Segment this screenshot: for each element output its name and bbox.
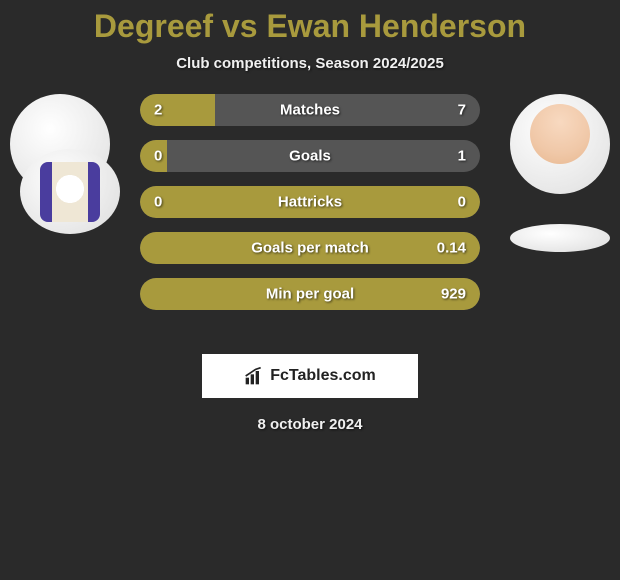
stat-left-value: 2 — [154, 102, 162, 119]
stat-left-value: 0 — [154, 148, 162, 165]
chart-icon — [244, 366, 264, 386]
stat-right-value: 0 — [458, 194, 466, 211]
stat-left-value: 0 — [154, 194, 162, 211]
stat-label: Hattricks — [278, 194, 342, 211]
stat-right-value: 7 — [458, 102, 466, 119]
stat-label: Goals — [289, 148, 331, 165]
club-crest-icon — [40, 162, 100, 222]
date-text: 8 october 2024 — [0, 416, 620, 433]
player-left-club-badge — [20, 149, 120, 234]
attribution-text: FcTables.com — [270, 367, 376, 385]
stat-row-goals-per-match: Goals per match 0.14 — [140, 232, 480, 264]
stat-right-value: 929 — [441, 286, 466, 303]
page-title: Degreef vs Ewan Henderson — [0, 0, 620, 45]
comparison-content: 2 Matches 7 0 Goals 1 0 Hattricks 0 Goal… — [0, 94, 620, 354]
stat-row-hattricks: 0 Hattricks 0 — [140, 186, 480, 218]
stat-label: Matches — [280, 102, 340, 119]
stat-row-goals: 0 Goals 1 — [140, 140, 480, 172]
stat-right-value: 1 — [458, 148, 466, 165]
player-right-club-badge — [510, 224, 610, 252]
stat-label: Min per goal — [266, 286, 354, 303]
player-right-avatar — [510, 94, 610, 194]
attribution-box: FcTables.com — [202, 354, 418, 398]
stat-bars: 2 Matches 7 0 Goals 1 0 Hattricks 0 Goal… — [140, 94, 480, 324]
stat-label: Goals per match — [251, 240, 369, 257]
stat-fill — [140, 94, 215, 126]
stat-row-matches: 2 Matches 7 — [140, 94, 480, 126]
subtitle: Club competitions, Season 2024/2025 — [0, 55, 620, 72]
stat-right-value: 0.14 — [437, 240, 466, 257]
stat-row-min-per-goal: Min per goal 929 — [140, 278, 480, 310]
